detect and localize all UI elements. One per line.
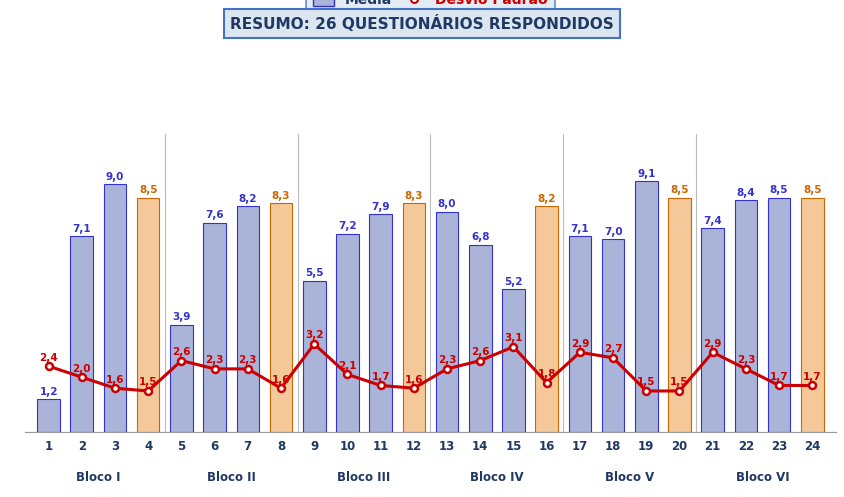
Text: 2,3: 2,3	[737, 355, 755, 365]
Text: 2,6: 2,6	[172, 347, 191, 357]
Text: 1,2: 1,2	[40, 387, 58, 397]
Bar	[734, 200, 757, 432]
Bar	[37, 399, 60, 432]
Text: 8,3: 8,3	[272, 191, 290, 201]
Text: 1,6: 1,6	[106, 375, 124, 385]
Text: 8,0: 8,0	[438, 199, 457, 209]
Text: 1,7: 1,7	[371, 372, 390, 382]
Text: RESUMO: 26 QUESTIONÁRIOS RESPONDIDOS: RESUMO: 26 QUESTIONÁRIOS RESPONDIDOS	[230, 15, 614, 32]
Text: 5,2: 5,2	[504, 277, 522, 287]
Text: 8,2: 8,2	[239, 194, 257, 204]
Bar	[602, 239, 625, 432]
Text: 2,3: 2,3	[239, 355, 257, 365]
Bar	[801, 198, 824, 432]
Text: 3,2: 3,2	[305, 331, 323, 340]
Text: 7,6: 7,6	[205, 210, 224, 220]
Text: 7,1: 7,1	[73, 224, 91, 234]
Text: 8,3: 8,3	[404, 191, 423, 201]
Text: Bloco VI: Bloco VI	[736, 471, 789, 484]
Text: 3,9: 3,9	[172, 313, 191, 323]
Bar	[71, 237, 93, 432]
Text: 6,8: 6,8	[471, 233, 490, 243]
Bar	[303, 280, 326, 432]
Text: 2,6: 2,6	[471, 347, 490, 357]
Text: 2,0: 2,0	[73, 364, 91, 374]
Bar	[370, 214, 392, 432]
Bar	[535, 206, 558, 432]
Text: 1,6: 1,6	[404, 375, 423, 385]
Bar	[236, 206, 259, 432]
Text: 7,1: 7,1	[571, 224, 589, 234]
Bar	[635, 181, 657, 432]
Text: 2,4: 2,4	[40, 352, 58, 362]
Bar	[137, 198, 160, 432]
Text: Bloco I: Bloco I	[76, 471, 121, 484]
Text: 1,5: 1,5	[139, 377, 158, 387]
Bar	[203, 223, 226, 432]
Text: 2,9: 2,9	[571, 339, 589, 349]
Text: 2,3: 2,3	[205, 355, 224, 365]
Text: 1,6: 1,6	[272, 375, 290, 385]
Bar	[569, 237, 591, 432]
Text: 2,9: 2,9	[704, 339, 722, 349]
Text: 1,5: 1,5	[670, 377, 689, 387]
Text: Bloco V: Bloco V	[605, 471, 654, 484]
Text: 1,7: 1,7	[803, 372, 821, 382]
Text: Bloco IV: Bloco IV	[470, 471, 523, 484]
Legend: Média, Desvio Padrão: Média, Desvio Padrão	[306, 0, 555, 14]
Text: 8,5: 8,5	[670, 185, 689, 195]
Text: 7,9: 7,9	[371, 202, 390, 212]
Text: 2,1: 2,1	[338, 361, 357, 371]
Bar	[701, 228, 724, 432]
Text: 7,2: 7,2	[338, 221, 357, 232]
Text: 1,5: 1,5	[637, 377, 656, 387]
Bar	[403, 203, 425, 432]
Text: 5,5: 5,5	[305, 268, 323, 278]
Text: 7,4: 7,4	[703, 216, 722, 226]
Bar	[270, 203, 292, 432]
Text: Bloco III: Bloco III	[338, 471, 391, 484]
Text: 8,2: 8,2	[538, 194, 556, 204]
Text: 8,5: 8,5	[770, 185, 788, 195]
Text: 8,5: 8,5	[803, 185, 821, 195]
Bar	[436, 212, 458, 432]
Bar	[104, 184, 127, 432]
Bar	[502, 289, 525, 432]
Text: 3,1: 3,1	[504, 333, 522, 343]
Text: Bloco II: Bloco II	[207, 471, 256, 484]
Text: 8,4: 8,4	[737, 188, 755, 198]
Text: 2,7: 2,7	[603, 344, 622, 354]
Bar	[170, 325, 192, 432]
Bar	[768, 198, 790, 432]
Bar	[668, 198, 690, 432]
Text: 2,3: 2,3	[438, 355, 457, 365]
Bar	[336, 234, 359, 432]
Text: 8,5: 8,5	[139, 185, 158, 195]
Text: 7,0: 7,0	[603, 227, 622, 237]
Text: 1,7: 1,7	[770, 372, 788, 382]
Bar	[469, 245, 491, 432]
Text: 9,0: 9,0	[106, 171, 124, 182]
Text: 9,1: 9,1	[637, 169, 656, 179]
Text: 1,8: 1,8	[538, 369, 556, 379]
